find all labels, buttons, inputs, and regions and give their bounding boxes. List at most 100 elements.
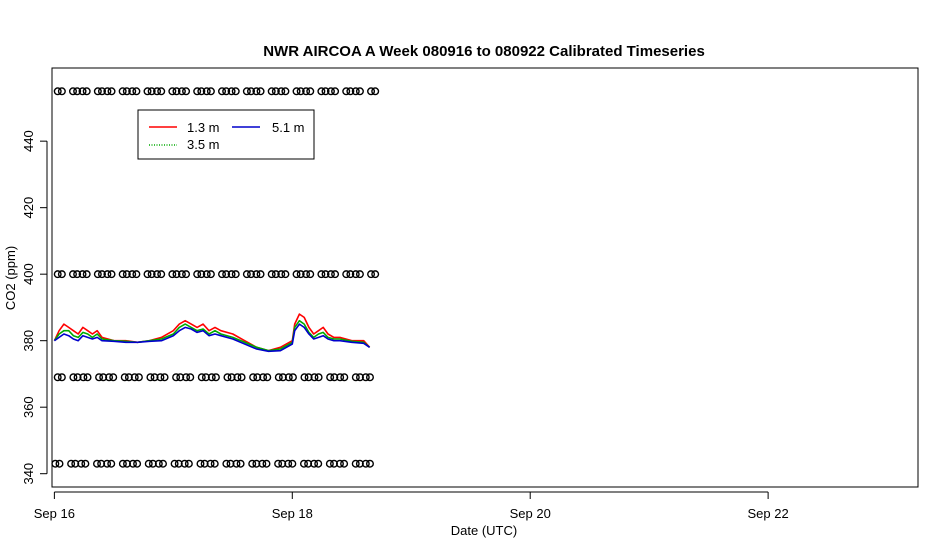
calibration-marker [314,459,323,468]
calibration-marker [202,270,211,279]
calibration-marker [247,87,256,96]
legend-label-5-1m: 5.1 m [272,120,305,135]
calibration-marker [262,459,271,468]
x-tick-label: Sep 16 [34,506,75,521]
calibration-marker [77,459,86,468]
calibration-marker [147,87,156,96]
x-axis-label: Date (UTC) [451,523,517,538]
calibration-marker [177,270,186,279]
calibration-marker [118,87,127,96]
calibration-marker [292,87,301,96]
calibration-marker [300,373,309,382]
calibration-marker [252,270,261,279]
y-tick-label: 380 [21,330,36,352]
calibration-marker [143,270,152,279]
calibration-marker [197,373,206,382]
calibration-marker [326,87,335,96]
chart-title: NWR AIRCOA A Week 080916 to 080922 Calib… [263,43,705,60]
calibration-marker [355,87,364,96]
calibration-marker [336,373,345,382]
series-lines [53,313,371,353]
calibration-marker [172,270,181,279]
calibration-marker [97,87,106,96]
y-tick-label: 400 [21,263,36,285]
calibration-marker [201,373,210,382]
calibration-marker [176,373,185,382]
calibration-marker [197,87,206,96]
calibration-marker [93,270,102,279]
calibration-marker [118,270,127,279]
calibration-marker [302,87,311,96]
calibration-marker [277,270,286,279]
calibration-marker [128,87,137,96]
calibration-marker [281,87,290,96]
calibration-marker [196,459,205,468]
calibration-marker [361,459,370,468]
series-line-3-5-m [53,319,371,352]
calibration-marker [296,87,305,96]
calibration-marker [231,87,240,96]
calibration-marker [256,87,265,96]
calibration-marker [321,270,330,279]
calibration-marker [170,459,179,468]
calibration-marker [154,459,163,468]
calibration-marker [153,87,162,96]
x-tick-label: Sep 20 [510,506,551,521]
calibration-marker [367,87,376,96]
calibration-marker [83,373,92,382]
calibration-marker [99,373,108,382]
calibration-marker [296,270,305,279]
calibration-marker [120,373,129,382]
calibration-marker [202,87,211,96]
calibration-marker [109,373,118,382]
calibration-marker [157,270,166,279]
calibration-marker [133,459,142,468]
calibration-marker [124,373,133,382]
calibration-marker [271,87,280,96]
calibration-marker [79,373,88,382]
calibration-marker [67,459,76,468]
calibration-marker [277,87,286,96]
calibration-marker [267,270,276,279]
calibration-marker [146,373,155,382]
calibration-marker [103,270,112,279]
calibration-marker [317,270,326,279]
calibration-marker [331,87,340,96]
calibration-marker [206,87,215,96]
calibration-marker [186,373,195,382]
calibration-marker [367,270,376,279]
calibration-marker [227,373,236,382]
calibration-marker [97,270,106,279]
series-line-5-1-m [53,323,371,353]
calibration-marker [210,459,219,468]
calibration-marker [177,87,186,96]
calibration-marker [180,459,189,468]
calibration-markers [51,87,380,468]
calibration-marker [361,373,370,382]
calibration-marker [103,459,112,468]
calibration-marker [82,87,91,96]
calibration-marker [351,373,360,382]
calibration-marker [256,270,265,279]
calibration-marker [267,87,276,96]
calibration-marker [103,87,112,96]
calibration-marker [271,270,280,279]
calibration-marker [122,87,131,96]
calibration-marker [157,87,166,96]
calibration-marker [342,270,351,279]
calibration-marker [304,373,313,382]
calibration-marker [335,459,344,468]
calibration-marker [292,270,301,279]
calibration-marker [182,270,191,279]
calibration-marker [281,270,290,279]
calibration-marker [263,373,272,382]
calibration-marker [218,87,227,96]
calibration-marker [193,270,202,279]
calibration-marker [247,270,256,279]
calibration-marker [207,373,216,382]
calibration-marker [342,87,351,96]
calibration-marker [128,459,137,468]
calibration-marker [351,459,360,468]
calibration-marker [57,87,66,96]
y-axis-label: CO2 (ppm) [3,246,18,310]
